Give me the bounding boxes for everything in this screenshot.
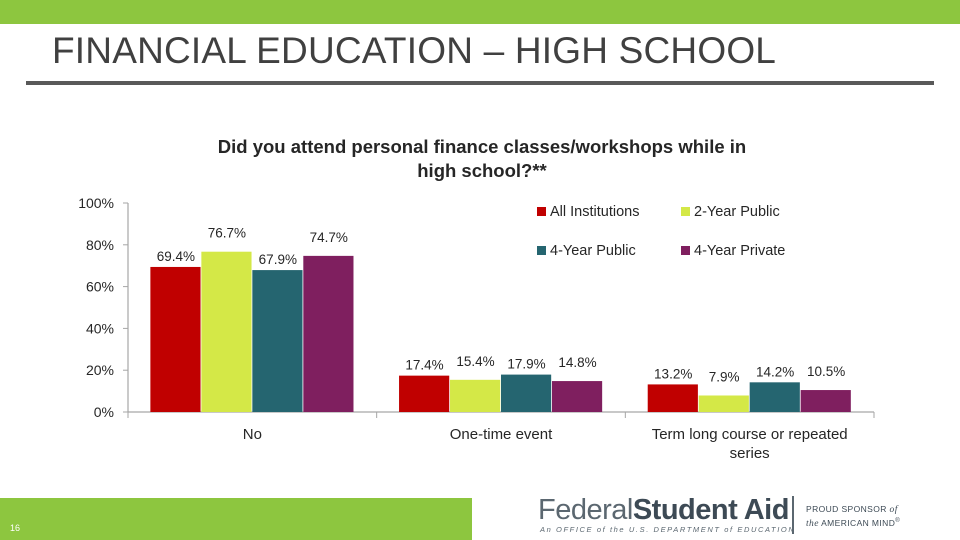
- bar: [201, 251, 252, 412]
- bar-value-label: 17.4%: [405, 358, 443, 373]
- x-category-label: One-time event: [450, 426, 553, 443]
- bar: [303, 255, 354, 412]
- chart-legend: All Institutions 2-Year Public 4-Year Publ…: [537, 204, 785, 259]
- y-tick-label: 20%: [86, 362, 114, 378]
- y-tick-label: 0%: [94, 404, 114, 420]
- slide-title: FINANCIAL EDUCATION – HIGH SCHOOL: [52, 30, 777, 71]
- chart-title-line-2: high school?**: [417, 160, 547, 181]
- bar-value-label: 7.9%: [709, 369, 740, 384]
- bar: [252, 270, 303, 412]
- y-tick-label: 100%: [78, 195, 114, 211]
- chart-axes: 0% 20% 40% 60% 80% 100% No One-time event Term l…: [78, 195, 875, 462]
- bar-value-label: 10.5%: [807, 364, 845, 379]
- y-tick-label: 80%: [86, 237, 114, 253]
- chart-title-line-1: Did you attend personal finance classes/…: [218, 136, 746, 157]
- legend-label: 2-Year Public: [694, 204, 780, 220]
- logo-wordmark: FederalStudent Aid: [538, 494, 789, 526]
- logo-tagline: An OFFICE of the U.S. DEPARTMENT of EDUC…: [540, 525, 796, 534]
- registered-mark: ®: [895, 518, 901, 524]
- logo-word-federal: Federal: [538, 494, 633, 526]
- bar-value-label: 14.2%: [756, 364, 794, 379]
- bar-value-label: 67.9%: [259, 252, 297, 267]
- bar-value-label: 76.7%: [208, 226, 246, 241]
- sponsor-line-2: AMERICAN MIND: [821, 517, 896, 528]
- sponsor-the: the: [806, 518, 819, 529]
- y-tick-label: 40%: [86, 320, 114, 336]
- legend-swatch: [681, 207, 690, 216]
- chart-data-labels: 69.4% 17.4% 13.2% 76.7% 15.4% 7.9% 67.9% 17.9% 1…: [157, 226, 846, 385]
- bar: [150, 266, 201, 412]
- logo-divider: [792, 496, 794, 534]
- x-category-label: Term long course or repeated series: [652, 426, 848, 462]
- legend-label: All Institutions: [550, 204, 639, 220]
- legend-swatch: [537, 246, 546, 255]
- x-category-label-line: series: [730, 445, 770, 462]
- bottom-accent-bar: [0, 498, 472, 540]
- chart-bars: [150, 251, 851, 412]
- bar: [501, 374, 552, 412]
- sponsor-line-1: PROUD SPONSOR: [806, 504, 887, 514]
- x-category-label: No: [243, 426, 262, 443]
- chart-title: Did you attend personal finance classes/…: [218, 136, 746, 181]
- bar-value-label: 15.4%: [456, 354, 494, 369]
- legend-swatch: [537, 207, 546, 216]
- bar-value-label: 74.7%: [310, 230, 348, 245]
- sponsor-of: of: [889, 505, 898, 515]
- bar: [698, 395, 749, 412]
- bar-chart: Did you attend personal finance classes/…: [78, 136, 875, 462]
- y-tick-label: 60%: [86, 279, 114, 295]
- logo-word-student-aid: Student Aid: [632, 494, 790, 526]
- bar: [450, 379, 501, 412]
- sponsor-text: PROUD SPONSOR of the AMERICAN MIND®: [806, 504, 900, 530]
- bar-value-label: 69.4%: [157, 249, 195, 264]
- bar: [800, 390, 851, 412]
- page-number: 16: [10, 523, 21, 533]
- bar-value-label: 17.9%: [507, 357, 545, 372]
- title-divider: [26, 81, 934, 85]
- top-accent-bar: [0, 0, 960, 24]
- bar: [551, 381, 603, 412]
- bar-value-label: 14.8%: [558, 355, 596, 370]
- bar: [399, 375, 450, 412]
- legend-swatch: [681, 246, 690, 255]
- bar: [749, 382, 800, 412]
- x-category-label-line: Term long course or repeated: [652, 426, 848, 443]
- federal-student-aid-logo: FederalStudent Aid An OFFICE of the U.S.…: [538, 494, 918, 536]
- bar-value-label: 13.2%: [654, 366, 692, 381]
- legend-label: 4-Year Public: [550, 243, 636, 259]
- legend-label: 4-Year Private: [694, 243, 785, 259]
- bar: [647, 384, 698, 412]
